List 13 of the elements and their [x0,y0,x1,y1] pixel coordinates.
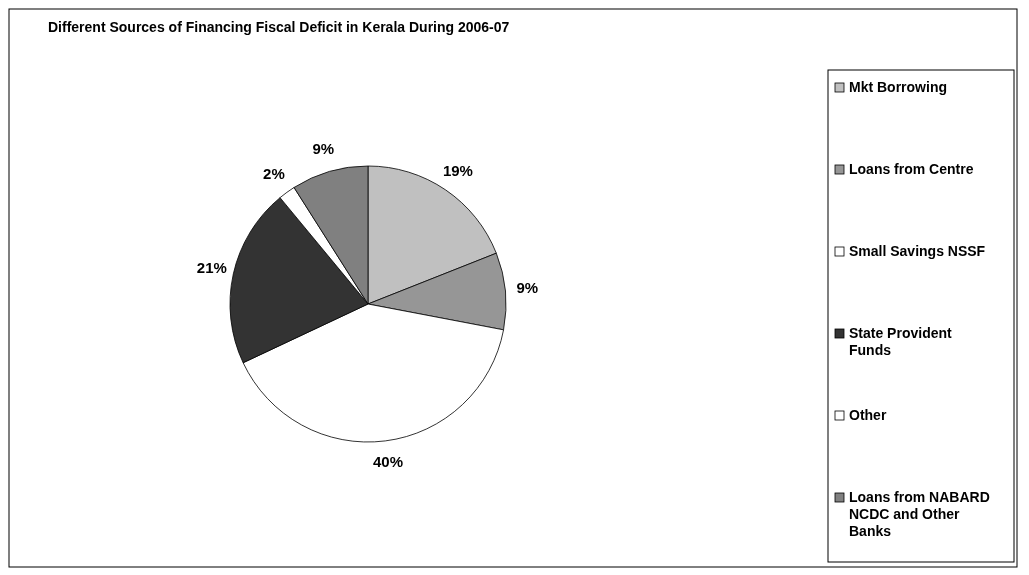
data-label: 40% [373,452,404,470]
data-label: 2% [263,164,285,182]
data-label: 21% [196,259,227,277]
legend-label: Small Savings NSSF [849,242,986,259]
legend-label: Loans from NABARD NCDC and Other Banks [849,488,990,539]
data-label: 9% [312,140,335,158]
data-label: 19% [442,161,473,179]
chart-title: Different Sources of Financing Fiscal Deficit in Kerala During 2006-07 [48,19,510,35]
legend-label: Other [849,406,887,423]
legend-label: State Provident Funds [849,324,953,358]
legend-label: Mkt Borrowing [849,78,947,95]
legend-label: Loans from Centre [849,160,974,177]
data-label: 9% [516,278,539,296]
